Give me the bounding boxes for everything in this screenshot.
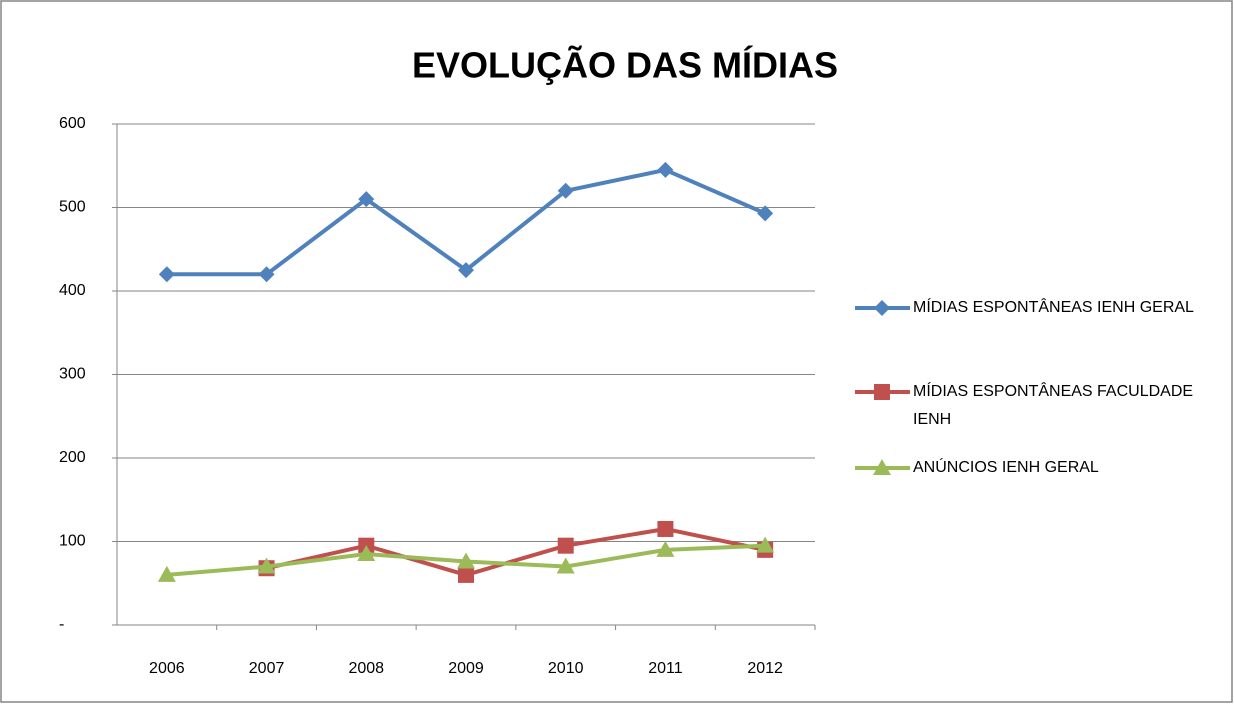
legend-label: MÍDIAS ESPONTÂNEAS IENH GERAL (913, 299, 1194, 316)
x-tick-label: 2008 (348, 660, 384, 677)
legend-marker (873, 459, 891, 475)
data-point (756, 536, 775, 553)
data-point (556, 557, 575, 574)
legend-label: ANÚNCIOS IENH GERAL (913, 459, 1099, 476)
data-point (757, 205, 774, 222)
data-point (458, 262, 474, 279)
x-tick-label: 2011 (648, 660, 683, 677)
data-point (557, 182, 574, 199)
x-tick-label: 2006 (149, 660, 185, 677)
data-point (157, 565, 176, 582)
data-point (257, 557, 276, 574)
data-point (657, 161, 674, 178)
legend-marker (874, 300, 890, 316)
y-tick-label: 300 (59, 366, 86, 383)
x-tick-label: 2007 (249, 660, 285, 677)
y-tick-label: 500 (59, 199, 86, 216)
data-point (158, 266, 175, 283)
data-point (557, 537, 574, 554)
data-point (657, 520, 674, 537)
series-line (266, 526, 766, 577)
y-tick-label: 400 (59, 282, 86, 299)
x-tick-label: 2009 (448, 660, 484, 677)
data-point (457, 552, 475, 569)
y-tick-label: - (59, 616, 64, 633)
chart-title: EVOLUÇÃO DAS MÍDIAS (412, 44, 838, 86)
data-point (656, 540, 675, 557)
y-tick-label: 200 (59, 449, 86, 466)
x-tick-label: 2010 (548, 660, 584, 677)
data-point (358, 191, 375, 208)
x-tick-label: 2012 (747, 660, 783, 677)
legend-label: MÍDIAS ESPONTÂNEAS FACULDADE IENH (913, 383, 1194, 428)
data-point (357, 545, 376, 562)
y-tick-label: 100 (59, 533, 86, 550)
y-tick-label: 600 (59, 115, 86, 132)
data-point (458, 566, 474, 583)
data-point (258, 266, 275, 283)
legend-marker (874, 384, 890, 400)
